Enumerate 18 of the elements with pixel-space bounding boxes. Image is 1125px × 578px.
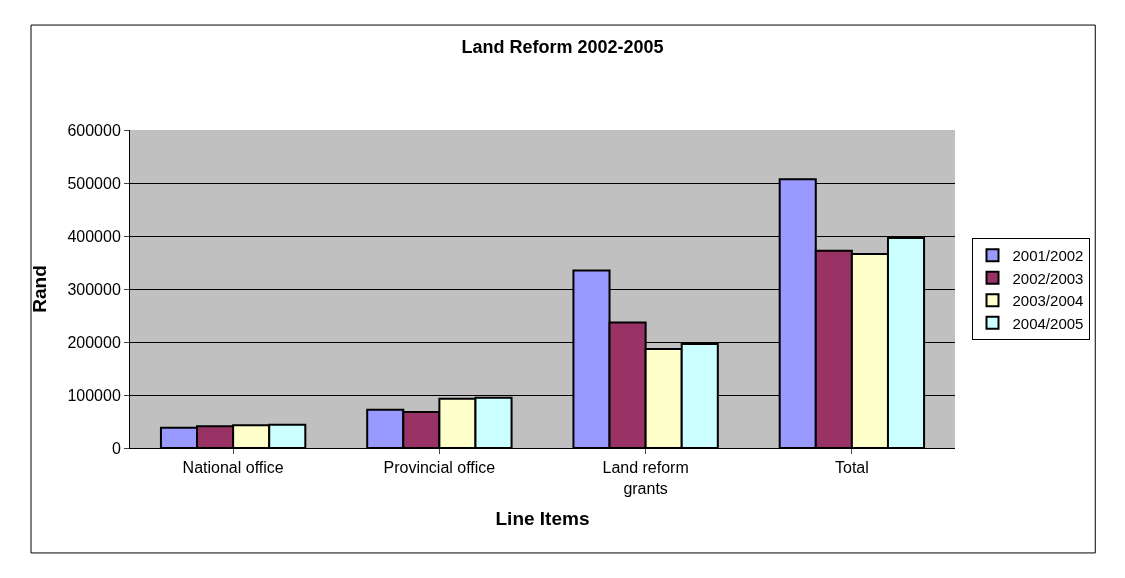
- chart-title: Land Reform 2002-2005: [461, 37, 664, 58]
- y-tick-label: 200000: [67, 333, 121, 351]
- legend-label: 2001/2002: [1012, 247, 1084, 265]
- x-tick-label: Total: [834, 459, 869, 477]
- y-tick-label: 600000: [67, 121, 121, 139]
- legend-label: 2004/2005: [1012, 314, 1084, 332]
- x-tick-label: Land reform grants: [602, 459, 689, 497]
- y-axis-title: Rand: [29, 265, 51, 313]
- x-tick-label: National office: [182, 459, 284, 477]
- x-axis-title: Line Items: [495, 507, 590, 529]
- y-tick-label: 400000: [67, 227, 121, 245]
- y-tick-label: 0: [111, 439, 121, 457]
- x-tick-label: Provincial office: [383, 459, 496, 477]
- legend-label: 2002/2003: [1012, 269, 1084, 287]
- y-tick-label: 500000: [67, 174, 121, 192]
- y-tick-label: 300000: [67, 280, 121, 298]
- y-tick-label: 100000: [67, 386, 121, 404]
- legend-label: 2003/2004: [1012, 292, 1084, 310]
